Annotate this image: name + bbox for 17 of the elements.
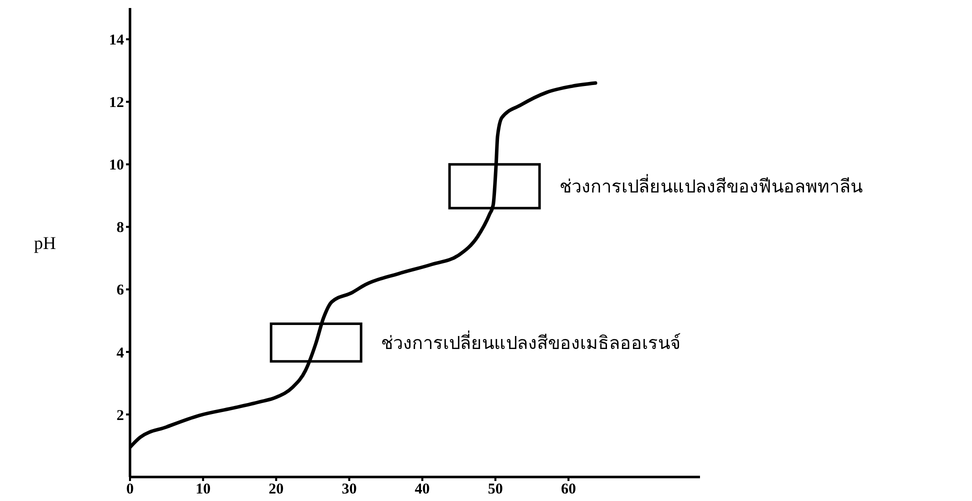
x-tick-label: 50	[488, 482, 503, 498]
x-tick-label: 60	[560, 482, 576, 498]
x-tick-label: 0	[126, 482, 134, 498]
y-tick-label: 14	[109, 32, 124, 49]
y-tick-label: 6	[116, 282, 124, 299]
x-tick-label: 40	[414, 482, 430, 498]
y-tick-label: 4	[116, 345, 124, 362]
x-tick-label: 30	[342, 482, 357, 498]
y-tick-label: 2	[116, 408, 124, 424]
y-tick-label: 8	[116, 220, 124, 236]
band-label: ช่วงการเปลี่ยนแปลงสีของฟีนอลพทาลีน	[560, 174, 863, 197]
y-axis-title: pH	[34, 232, 56, 253]
band-label: ช่วงการเปลี่ยนแปลงสีของเมธิลออเรนจ์	[381, 330, 682, 353]
x-tick-label: 20	[268, 482, 284, 498]
y-tick-label: 12	[109, 95, 124, 112]
y-tick-label: 10	[109, 158, 124, 174]
x-tick-label: 10	[196, 482, 211, 498]
